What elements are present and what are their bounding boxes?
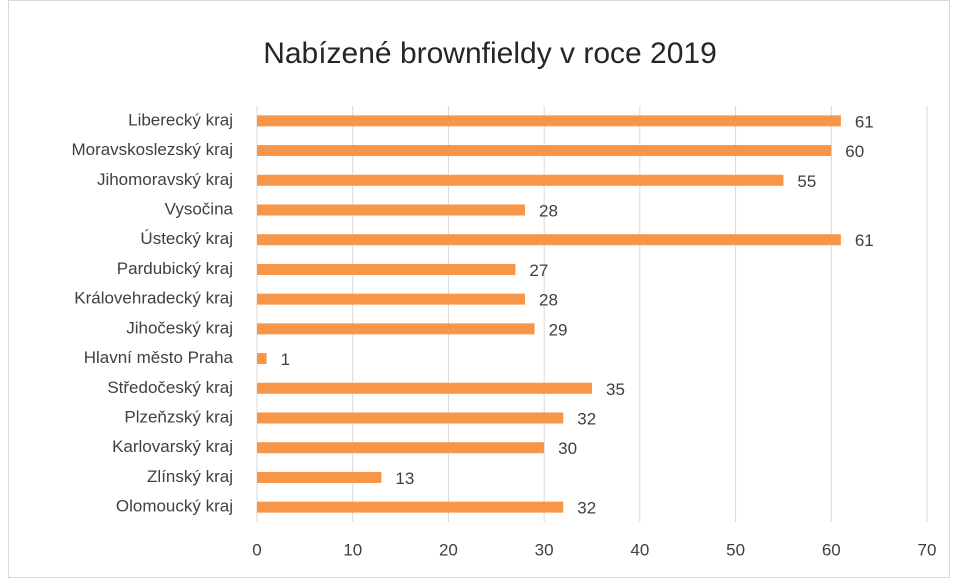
data-label: 29 (549, 320, 568, 339)
y-tick-label: Vysočina (165, 199, 234, 218)
x-tick-label: 20 (439, 540, 458, 559)
y-tick-label: Královehradecký kraj (74, 289, 233, 308)
x-tick-label: 60 (822, 540, 841, 559)
x-tick-label: 30 (535, 540, 554, 559)
data-label: 30 (558, 439, 577, 458)
y-tick-label: Pardubický kraj (117, 259, 233, 278)
bar (257, 412, 564, 424)
data-label: 55 (797, 172, 816, 191)
data-label: 32 (577, 499, 596, 518)
bar (257, 174, 784, 186)
y-tick-label: Karlovarský kraj (112, 437, 233, 456)
bar (257, 263, 516, 275)
bar (257, 115, 841, 127)
data-label: 32 (577, 409, 596, 428)
bar (257, 501, 564, 513)
y-tick-label: Ústecký kraj (140, 229, 233, 248)
data-label: 35 (606, 380, 625, 399)
bar (257, 382, 592, 394)
bar (257, 442, 545, 454)
bar (257, 204, 525, 216)
chart-title: Nabízené brownfieldy v roce 2019 (263, 37, 717, 70)
bar (257, 471, 382, 483)
data-label: 13 (395, 469, 414, 488)
y-tick-label: Olomoucký kraj (116, 497, 233, 516)
x-tick-label: 40 (630, 540, 649, 559)
y-tick-label: Zlínský kraj (147, 467, 233, 486)
y-tick-label: Středočeský kraj (107, 378, 233, 397)
y-tick-label: Jihomoravský kraj (97, 170, 233, 189)
bar (257, 145, 832, 157)
data-label: 28 (539, 291, 558, 310)
x-tick-label: 10 (343, 540, 362, 559)
data-label: 61 (855, 231, 874, 250)
data-label: 60 (845, 142, 864, 161)
data-label: 61 (855, 112, 874, 131)
y-tick-label: Jihočeský kraj (126, 318, 233, 337)
x-tick-label: 0 (252, 540, 261, 559)
chart-frame (8, 0, 950, 578)
data-label: 28 (539, 201, 558, 220)
bar (257, 234, 841, 246)
y-tick-label: Liberecký kraj (128, 110, 233, 129)
data-label: 27 (529, 261, 548, 280)
y-tick-label: Plzeňzský kraj (124, 407, 233, 426)
y-tick-label: Hlavní město Praha (84, 348, 234, 367)
bar (257, 323, 535, 335)
x-tick-label: 50 (726, 540, 745, 559)
bar (257, 293, 525, 305)
bar (257, 353, 267, 365)
x-tick-label: 70 (918, 540, 937, 559)
data-label: 1 (281, 350, 290, 369)
y-tick-label: Moravskoslezský kraj (71, 140, 233, 159)
